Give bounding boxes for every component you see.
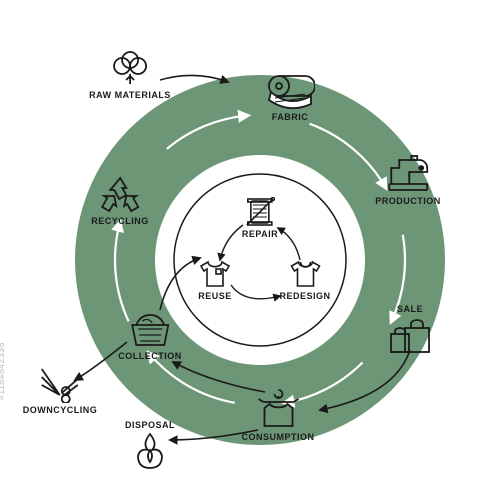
node-consumption: CONSUMPTION: [242, 388, 315, 442]
label: REPAIR: [242, 229, 278, 239]
label: DOWNCYCLING: [23, 405, 98, 415]
node-disposal: DISPOSAL: [125, 420, 175, 470]
node-downcycling: DOWNCYCLING: [23, 365, 98, 415]
label: CONSUMPTION: [242, 432, 315, 442]
fabric-icon: [265, 74, 315, 110]
bags-icon: [387, 316, 433, 356]
scissors-icon: [38, 365, 82, 403]
node-sale: SALE: [387, 304, 433, 356]
label: SALE: [397, 304, 423, 314]
node-repair: REPAIR: [242, 197, 278, 239]
diagram-canvas: RAW MATERIALS FABRIC PRODUCTION: [0, 0, 500, 500]
label: REUSE: [198, 291, 232, 301]
spool-icon: [243, 197, 277, 227]
sewing-icon: [385, 154, 431, 194]
label: REDESIGN: [279, 291, 330, 301]
watermark: #1184842338: [0, 342, 6, 400]
node-collection: COLLECTION: [118, 309, 182, 361]
label: RECYCLING: [91, 216, 149, 226]
fire-icon: [132, 432, 168, 470]
tshirt-icon: [198, 259, 232, 289]
node-production: PRODUCTION: [375, 154, 441, 206]
cotton-icon: [108, 50, 152, 88]
recycle-icon: [99, 174, 141, 214]
basket-icon: [126, 309, 174, 349]
tshirt2-icon: [288, 259, 322, 289]
hanger-icon: [255, 388, 301, 430]
node-fabric: FABRIC: [265, 74, 315, 122]
node-reuse: REUSE: [198, 259, 232, 301]
label: PRODUCTION: [375, 196, 441, 206]
node-recycling: RECYCLING: [91, 174, 149, 226]
node-raw-materials: RAW MATERIALS: [89, 50, 171, 100]
label: COLLECTION: [118, 351, 182, 361]
label: FABRIC: [272, 112, 309, 122]
label: DISPOSAL: [125, 420, 175, 430]
node-redesign: REDESIGN: [279, 259, 330, 301]
label: RAW MATERIALS: [89, 90, 171, 100]
